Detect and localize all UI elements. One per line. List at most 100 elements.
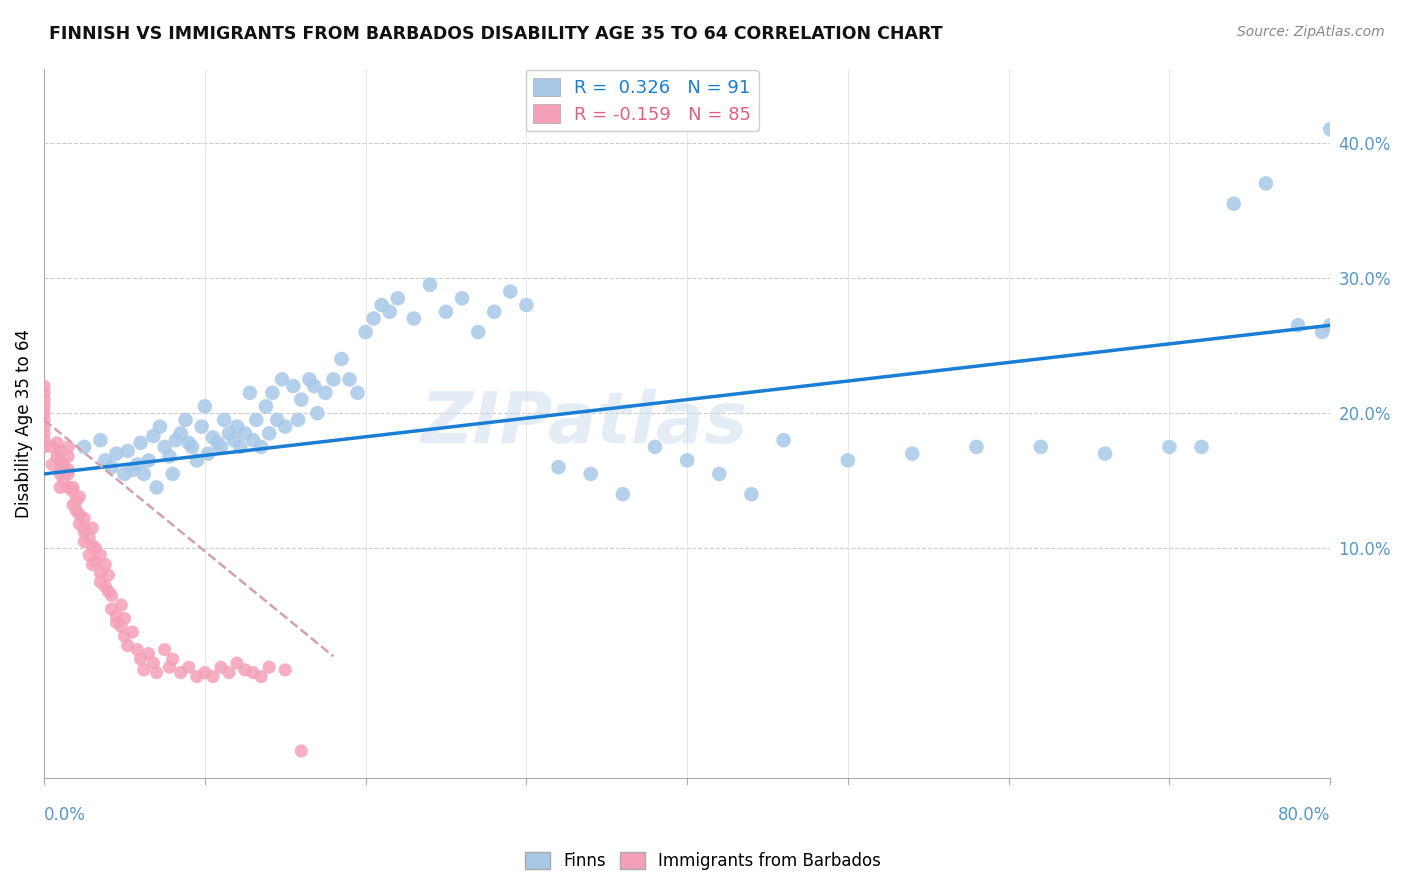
Point [354,325,377,339]
Point [153,642,176,657]
Point [740,487,762,501]
Point [207,435,229,450]
Point [1222,196,1244,211]
Point [387,291,409,305]
Point [32,426,55,441]
Point [378,305,401,319]
Y-axis label: Disability Age 35 to 64: Disability Age 35 to 64 [15,329,32,517]
Point [419,277,441,292]
Point [49,467,72,481]
Point [153,440,176,454]
Point [484,305,506,319]
Point [94,579,117,593]
Point [579,467,602,481]
Point [58,450,80,464]
Point [434,305,457,319]
Point [177,660,200,674]
Point [142,429,165,443]
Point [142,656,165,670]
Point [194,665,217,680]
Point [97,568,120,582]
Point [73,521,96,535]
Point [100,589,122,603]
Point [346,385,368,400]
Point [41,440,63,454]
Text: 0.0%: 0.0% [44,806,86,824]
Point [190,419,212,434]
Point [49,453,72,467]
Point [121,463,143,477]
Point [262,385,284,400]
Point [129,435,152,450]
Point [69,516,91,531]
Point [145,665,167,680]
Point [127,642,149,657]
Point [97,584,120,599]
Point [242,665,264,680]
Point [32,440,55,454]
Point [1319,318,1341,333]
Point [110,598,132,612]
Point [94,558,117,572]
Point [46,435,69,450]
Point [94,453,117,467]
Point [132,467,155,481]
Point [250,670,273,684]
Point [197,447,219,461]
Point [117,444,139,458]
Point [194,400,217,414]
Point [69,490,91,504]
Point [212,413,235,427]
Point [186,453,208,467]
Point [266,413,288,427]
Point [290,744,312,758]
Point [82,558,104,572]
Point [612,487,634,501]
Point [165,433,187,447]
Point [283,379,305,393]
Point [547,460,569,475]
Point [170,426,193,441]
Point [467,325,489,339]
Point [73,524,96,539]
Point [41,458,63,472]
Point [1191,440,1213,454]
Point [1254,177,1277,191]
Point [65,503,87,517]
Point [644,440,666,454]
Point [121,625,143,640]
Point [89,548,111,562]
Point [138,647,160,661]
Point [65,494,87,508]
Point [32,400,55,414]
Point [89,566,111,580]
Point [62,484,84,499]
Point [1029,440,1052,454]
Point [772,433,794,447]
Point [170,665,193,680]
Point [233,426,256,441]
Point [58,440,80,454]
Point [149,419,172,434]
Point [32,385,55,400]
Point [162,467,184,481]
Point [49,463,72,477]
Point [32,406,55,420]
Point [114,467,136,481]
Point [69,508,91,522]
Legend: Finns, Immigrants from Barbados: Finns, Immigrants from Barbados [519,845,887,877]
Point [274,663,297,677]
Point [32,413,55,427]
Point [84,555,107,569]
Point [162,652,184,666]
Point [159,660,181,674]
Point [402,311,425,326]
Point [298,372,321,386]
Point [271,372,294,386]
Point [77,531,100,545]
Point [159,450,181,464]
Point [901,447,924,461]
Point [307,406,329,420]
Point [250,440,273,454]
Point [127,458,149,472]
